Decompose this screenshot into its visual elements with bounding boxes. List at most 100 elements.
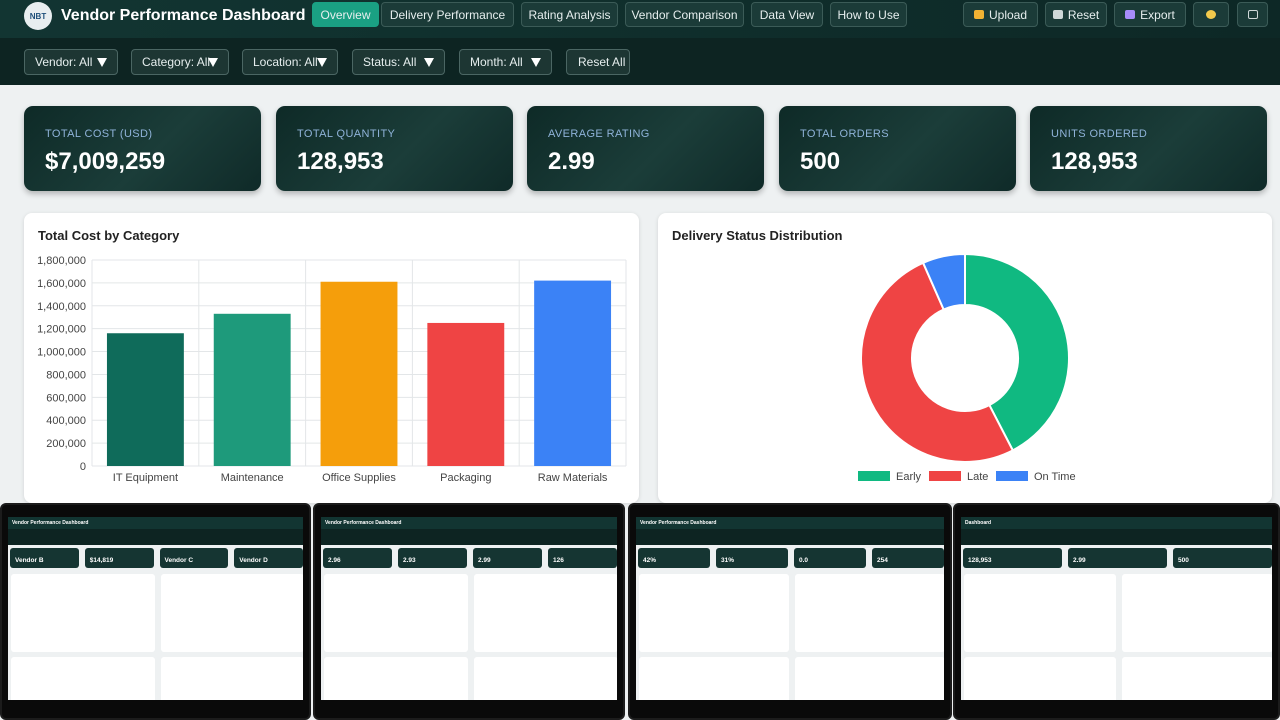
thumbnail-screen: Vendor Performance Dashboard 2.96 2.93 2.99… — [321, 517, 617, 700]
thumbnail-panel — [639, 657, 789, 700]
donut-slice — [964, 252, 1070, 452]
thumbnail-panel — [964, 574, 1116, 652]
dropdown-arrow — [531, 58, 541, 67]
y-tick-label: 1,000,000 — [37, 347, 86, 359]
thumbnail-panel — [795, 657, 944, 700]
thumbnail-kpi: 128,953 — [963, 548, 1062, 568]
button-label: Export — [1140, 7, 1175, 22]
donut-slice — [921, 252, 966, 311]
button-label: Upload — [988, 7, 1028, 22]
thumbnail-kpi: 126 — [548, 548, 617, 568]
screenshot-thumbnail: Vendor Performance Dashboard 2.96 2.93 2.99… — [313, 503, 625, 720]
filter-dropdown[interactable]: Month: All — [459, 49, 552, 75]
thumbnail-panel — [160, 657, 303, 700]
donut-slice — [860, 261, 1015, 464]
bar-chart: Total Cost by Category 0 200,000 400,000 600… — [37, 228, 627, 484]
thumbnail-panel — [795, 574, 944, 652]
kpi-label: TOTAL ORDERS — [800, 128, 889, 140]
y-tick-label: 1,400,000 — [37, 301, 86, 313]
thumbnail-panel — [474, 657, 617, 700]
thumbnail-panel — [964, 657, 1116, 700]
thumbnail-panel — [324, 657, 468, 700]
dropdown-arrow — [208, 58, 218, 67]
y-tick-label: 800,000 — [46, 369, 86, 381]
thumbnail-filters — [8, 529, 303, 545]
y-tick-label: 1,200,000 — [37, 324, 86, 336]
kpi-label: TOTAL COST (USD) — [45, 128, 153, 140]
fullscreen-icon — [1247, 10, 1258, 19]
kpi-card: TOTAL COST (USD) $7,009,259 — [24, 106, 261, 191]
kpi-label: AVERAGE RATING — [548, 128, 650, 140]
action-button[interactable]: Reset — [1045, 2, 1107, 27]
screenshot-thumbnail: Vendor Performance Dashboard Vendor B $14,… — [0, 503, 311, 720]
action-button[interactable]: Upload — [963, 2, 1038, 27]
action-button[interactable]: Export — [1114, 2, 1186, 27]
thumbnail-kpi: 2.99 — [1068, 548, 1167, 568]
y-tick-label: 1,800,000 — [37, 255, 86, 267]
thumbnail-panel — [160, 574, 303, 652]
thumbnail-panel — [11, 657, 155, 700]
donut-chart: Delivery Status Distribution Early Late On … — [672, 228, 1076, 483]
x-tick-label: Raw Materials — [538, 472, 608, 484]
thumbnail-panel — [1121, 574, 1272, 652]
legend-swatch — [929, 471, 961, 481]
thumbnail-filters — [961, 529, 1272, 545]
filter-dropdown[interactable]: Category: All — [131, 49, 229, 75]
dropdown-arrow — [97, 58, 107, 67]
thumbnail-kpi: 254 — [872, 548, 944, 568]
bar — [320, 281, 398, 466]
nav-tab[interactable]: Rating Analysis — [521, 2, 618, 27]
filter-dropdown[interactable]: Vendor: All — [24, 49, 118, 75]
thumbnail-screen: Dashboard 128,953 2.99 500 — [961, 517, 1272, 700]
app-title: Vendor Performance Dashboard — [61, 7, 306, 24]
filter-dropdown[interactable]: Location: All — [242, 49, 338, 75]
thumbnail-title: Vendor Performance Dashboard — [321, 517, 617, 529]
thumbnail-title: Vendor Performance Dashboard — [636, 517, 944, 529]
filter-dropdown[interactable]: Status: All — [352, 49, 445, 75]
legend-swatch — [996, 471, 1028, 481]
kpi-value: $7,009,259 — [45, 148, 166, 175]
legend-label: Late — [967, 471, 988, 483]
bar — [534, 280, 612, 466]
x-tick-label: IT Equipment — [113, 472, 178, 484]
chart-title: Delivery Status Distribution — [672, 228, 843, 243]
y-tick-label: 200,000 — [46, 438, 86, 450]
thumbnail-kpi: Vendor B — [10, 548, 79, 568]
kpi-label: UNITS ORDERED — [1051, 128, 1148, 140]
thumbnail-kpi: $14,819 — [84, 548, 154, 568]
kpi-card: TOTAL ORDERS 500 — [779, 106, 1016, 191]
thumbnail-filters — [321, 529, 617, 545]
nav-tab[interactable]: Vendor Comparison — [625, 2, 744, 27]
thumbnail-kpi: 42% — [638, 548, 710, 568]
bar-card: Total Cost by Category 0 200,000 400,000 600… — [24, 213, 639, 503]
x-tick-label: Packaging — [440, 472, 491, 484]
thumbnail-kpi: 2.93 — [398, 548, 467, 568]
reset-filters[interactable]: Reset All — [566, 49, 630, 75]
nav-tab[interactable]: Data View — [751, 2, 823, 27]
dropdown-arrow — [317, 58, 327, 67]
thumbnail-kpi: Vendor D — [234, 548, 303, 568]
thumbnail-kpi: 2.99 — [473, 548, 542, 568]
thumbnail-panel — [1121, 657, 1272, 700]
filter-label: Month: All — [470, 55, 523, 69]
kpi-value: 128,953 — [1051, 148, 1138, 175]
nav-tab[interactable]: How to Use — [830, 2, 907, 27]
nav-tab[interactable]: Delivery Performance — [381, 2, 514, 27]
thumbnail-filters — [636, 529, 944, 545]
kpi-card: UNITS ORDERED 128,953 — [1030, 106, 1267, 191]
filter-label: Location: All — [253, 55, 318, 69]
logo: NBT — [24, 2, 52, 30]
button-label: Reset — [1067, 7, 1100, 22]
screenshot-thumbnail: Dashboard 128,953 2.99 500 — [953, 503, 1280, 720]
nav-tab[interactable]: Overview — [312, 2, 379, 27]
x-tick-label: Maintenance — [221, 472, 284, 484]
thumbnail-title: Dashboard — [961, 517, 1272, 529]
dropdown-arrow — [424, 58, 434, 67]
filter-label: Vendor: All — [35, 55, 93, 69]
fullscreen-button[interactable] — [1237, 2, 1268, 27]
pie-card: Delivery Status Distribution Early Late On … — [658, 213, 1272, 503]
thumbnail-panel — [11, 574, 155, 652]
thumbnail-panel — [639, 574, 789, 652]
theme-toggle[interactable] — [1193, 2, 1229, 27]
